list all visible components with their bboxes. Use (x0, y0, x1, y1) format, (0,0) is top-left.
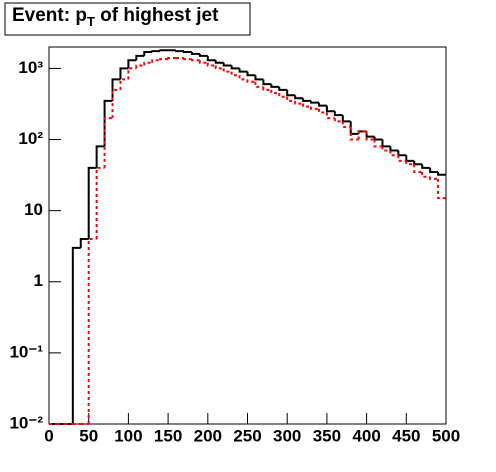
histogram-step (294, 100, 304, 105)
y-tick-label: 10³ (18, 58, 43, 77)
x-tick-label: 350 (313, 426, 341, 445)
histogram-step (429, 167, 439, 173)
histogram-step (143, 61, 153, 66)
y-tick-label: 10² (18, 129, 43, 148)
histogram-step (206, 62, 216, 67)
histogram-step (262, 86, 272, 91)
histogram-step (190, 52, 200, 55)
histogram-step (230, 65, 240, 70)
histogram-step (341, 115, 351, 123)
histogram-step (159, 49, 169, 52)
histogram-step (246, 79, 256, 83)
histogram-step (270, 89, 280, 95)
histogram-step (286, 89, 296, 97)
histogram-step (198, 53, 208, 57)
title-box (4, 2, 251, 36)
y-tick-label: 10 (24, 200, 43, 219)
histogram-step (182, 51, 192, 54)
histogram-step (214, 65, 224, 70)
histogram-step (79, 237, 89, 248)
histogram-step (167, 57, 177, 60)
histogram-step (278, 86, 288, 91)
histogram-step (357, 130, 367, 140)
histogram-step (389, 150, 399, 157)
x-tick-label: 100 (114, 426, 142, 445)
x-tick-label: 450 (392, 426, 420, 445)
x-tick-label: 400 (352, 426, 380, 445)
histogram-step (310, 100, 319, 104)
x-tick-label: 150 (154, 426, 182, 445)
histogram-step (151, 50, 161, 53)
histogram-step (159, 58, 169, 61)
chart-title: Event: pT of highest jet (12, 5, 219, 29)
x-tick-label: 250 (233, 426, 261, 445)
histogram-step (238, 68, 248, 73)
histogram-step (254, 81, 264, 88)
histogram-step (381, 146, 391, 152)
histogram-step (437, 178, 446, 200)
histogram-step (310, 106, 319, 110)
histogram-step (405, 160, 415, 166)
histogram-step (71, 246, 81, 424)
histogram-step (206, 55, 216, 62)
histogram-step (222, 62, 232, 67)
histogram-step (325, 105, 335, 113)
histogram-step (135, 54, 145, 61)
histogram-step (222, 68, 232, 73)
histogram-step (87, 166, 97, 239)
histogram-step (175, 50, 184, 53)
histogram-step (317, 108, 327, 114)
histogram-step (317, 102, 327, 107)
histogram-step (421, 164, 431, 169)
histogram-step (246, 71, 256, 77)
title-part: Event: p (12, 5, 87, 26)
histogram-step (254, 75, 264, 81)
histogram-step (294, 95, 304, 100)
histogram-step (278, 93, 288, 98)
histogram-step (238, 75, 248, 81)
histogram-step (421, 171, 431, 178)
histogram-step (182, 58, 192, 61)
histogram-step (135, 64, 145, 69)
x-tick-label: 0 (44, 426, 53, 445)
histogram-step (190, 59, 200, 62)
histogram-step (214, 60, 224, 64)
histogram-step (198, 60, 208, 64)
histogram-step (397, 155, 407, 162)
histogram-step (103, 117, 113, 168)
histogram-step (341, 121, 351, 129)
histogram-step (302, 98, 312, 102)
y-tick-label: 10⁻¹ (9, 342, 43, 361)
y-tick-label: 10⁻² (9, 413, 43, 432)
histogram-step (270, 84, 280, 88)
x-tick-label: 200 (194, 426, 222, 445)
histogram-step (119, 67, 129, 80)
histogram-step (429, 176, 439, 180)
x-tick-label: 500 (432, 426, 460, 445)
histogram-step (262, 79, 272, 86)
y-tick-label: 1 (34, 271, 43, 290)
x-tick-label: 50 (79, 426, 98, 445)
histogram-step (413, 164, 423, 173)
title-subscript: T (87, 14, 95, 29)
histogram-step (302, 103, 312, 108)
histogram-step (95, 145, 105, 168)
histogram-step (87, 237, 97, 424)
histogram-step (151, 59, 161, 63)
histogram-step (286, 96, 296, 102)
histogram-step (333, 118, 343, 123)
histogram-step (325, 112, 335, 120)
x-tick-label: 300 (273, 426, 301, 445)
histogram-step (333, 111, 343, 117)
plot-frame (48, 46, 447, 425)
histogram-step (127, 59, 137, 69)
histogram-step (230, 71, 240, 77)
title-part: of highest jet (95, 5, 219, 26)
histogram-step (143, 51, 153, 56)
histogram-step (365, 131, 375, 141)
histogram-step (437, 171, 446, 176)
histogram-step (349, 127, 359, 141)
histogram-step (373, 139, 383, 148)
